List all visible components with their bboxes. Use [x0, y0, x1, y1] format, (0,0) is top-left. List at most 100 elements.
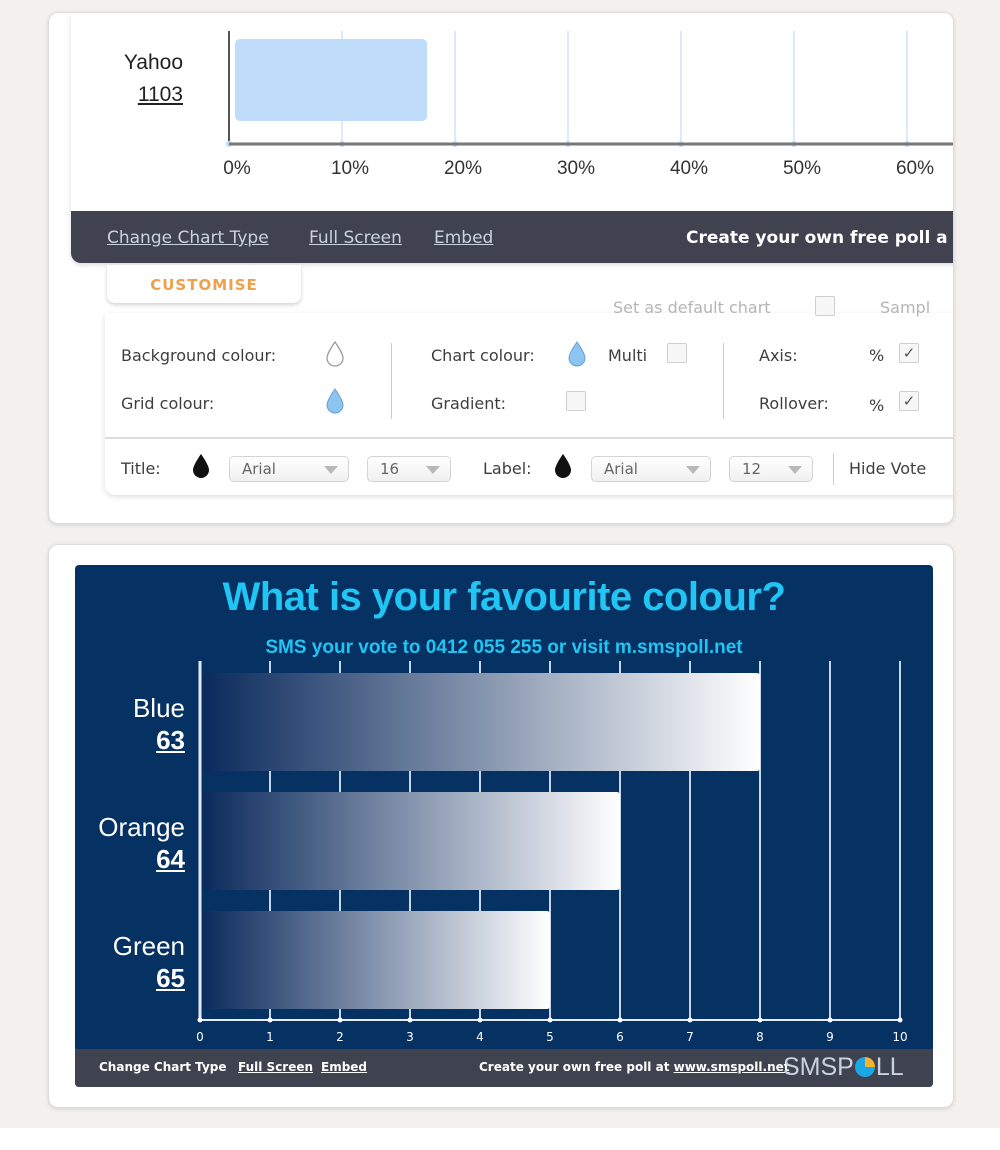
poll-chart-footer: Change Chart Type Full Screen Embed Crea… [75, 1049, 933, 1087]
change-chart-type-link[interactable]: Change Chart Type [107, 228, 269, 248]
x-tick-label: 5 [546, 1030, 554, 1044]
category-label-orange: Orange [98, 812, 185, 842]
sample-label: Sampl [880, 298, 931, 317]
label-colour-drop-icon[interactable] [553, 453, 573, 479]
title-font-select[interactable]: Arial [229, 456, 349, 482]
category-value-green[interactable]: 65 [156, 963, 185, 993]
poll-chart-card: What is your favourite colour? SMS your … [48, 544, 954, 1108]
rollover-percent-label: % [869, 396, 885, 415]
label-font-label: Label: [483, 459, 532, 478]
embed-link[interactable]: Embed [321, 1060, 368, 1074]
x-tick-label: 40% [670, 158, 708, 179]
preview-chart-panel: 0% 10% 20% 30% 40% 50% 60% Yahoo 1103 Change C… [71, 13, 953, 263]
bar-orange [203, 792, 620, 890]
grid-colour-drop-icon[interactable] [325, 388, 345, 414]
tick-marker [197, 1017, 203, 1023]
x-tick-label: 3 [406, 1030, 414, 1044]
background-colour-label: Background colour: [121, 346, 277, 365]
background-colour-drop-icon[interactable] [325, 341, 345, 367]
hide-votes-label: Hide Vote [849, 459, 927, 478]
x-tick-label: 4 [476, 1030, 484, 1044]
x-tick-label: 30% [557, 158, 595, 179]
category-value-orange[interactable]: 64 [156, 844, 185, 874]
x-tick-label: 8 [756, 1030, 764, 1044]
label-size-value: 12 [742, 460, 762, 478]
full-screen-link[interactable]: Full Screen [238, 1060, 314, 1074]
tick-marker [267, 1017, 273, 1023]
options-separator [723, 343, 724, 419]
x-tick-label: 9 [826, 1030, 834, 1044]
gradient-label: Gradient: [431, 394, 507, 413]
chart-editor-card: 0% 10% 20% 30% 40% 50% 60% Yahoo 1103 Change C… [48, 12, 954, 524]
category-label-green: Green [112, 931, 185, 961]
poll-chart-panel: What is your favourite colour? SMS your … [75, 565, 933, 1087]
label-font-value: Arial [604, 460, 638, 478]
grid-colour-label: Grid colour: [121, 394, 215, 413]
chart-title: What is your favourite colour? [222, 575, 786, 619]
rollover-checkbox[interactable]: ✓ [899, 391, 919, 411]
default-chart-checkbox[interactable] [815, 296, 835, 316]
axis-checkbox[interactable]: ✓ [899, 343, 919, 363]
customise-panel: Set as default chart Sampl Background co… [105, 296, 953, 495]
default-chart-label: Set as default chart [613, 298, 771, 317]
title-colour-drop-icon[interactable] [191, 453, 211, 479]
category-label-blue: Blue [132, 693, 185, 723]
x-tick-label: 1 [266, 1030, 274, 1044]
label-size-select[interactable]: 12 [729, 456, 813, 482]
chevron-down-icon [686, 466, 700, 474]
tick-marker [757, 1017, 763, 1023]
tick-marker [547, 1017, 553, 1023]
title-font-label: Title: [121, 459, 161, 478]
multi-label: Multi [608, 346, 648, 365]
label-font-select[interactable]: Arial [591, 456, 711, 482]
gradient-checkbox[interactable] [566, 391, 586, 411]
axis-label: Axis: [759, 346, 798, 365]
options-separator [391, 343, 392, 419]
logo-text-right: LL [875, 1053, 904, 1081]
preview-chart-footer: Change Chart Type Full Screen Embed Crea… [71, 211, 953, 263]
tick-marker [897, 1017, 903, 1023]
multi-checkbox[interactable] [667, 343, 687, 363]
category-value-blue[interactable]: 63 [156, 725, 185, 755]
chart-subtitle: SMS your vote to 0412 055 255 or visit m… [265, 637, 743, 658]
title-font-value: Arial [242, 460, 276, 478]
title-size-value: 16 [380, 460, 400, 478]
preview-chart: 0% 10% 20% 30% 40% 50% 60% [223, 31, 953, 179]
x-tick-label: 0 [196, 1030, 204, 1044]
smspoll-link[interactable]: www.smspoll.net [673, 1060, 790, 1074]
bar-blue [203, 673, 760, 771]
rollover-label: Rollover: [759, 394, 829, 413]
chart-colour-label: Chart colour: [431, 346, 535, 365]
full-screen-link[interactable]: Full Screen [309, 228, 402, 248]
chevron-down-icon [788, 466, 802, 474]
chart-colour-drop-icon[interactable] [567, 341, 587, 367]
change-chart-type-link[interactable]: Change Chart Type [99, 1060, 227, 1074]
tick-marker [477, 1017, 483, 1023]
tick-marker [337, 1017, 343, 1023]
preview-category-value[interactable]: 1103 [137, 83, 183, 106]
create-poll-prefix: Create your own free poll at [479, 1060, 674, 1074]
x-tick-label: 10% [331, 158, 369, 179]
tick-marker [827, 1017, 833, 1023]
axis-percent-label: % [869, 346, 885, 365]
options-separator [833, 453, 834, 485]
create-poll-text: Create your own free poll at www.smspoll… [479, 1060, 790, 1074]
x-tick-label: 10 [892, 1030, 907, 1044]
chevron-down-icon [324, 466, 338, 474]
x-tick-label: 60% [896, 158, 934, 179]
tick-marker [407, 1017, 413, 1023]
preview-bar [235, 39, 428, 121]
bar-green [203, 911, 550, 1009]
chevron-down-icon [426, 466, 440, 474]
x-tick-label: 2 [336, 1030, 344, 1044]
customise-tab[interactable]: CUSTOMISE [107, 265, 301, 303]
title-size-select[interactable]: 16 [367, 456, 451, 482]
embed-link[interactable]: Embed [434, 228, 494, 248]
tick-marker [617, 1017, 623, 1023]
poll-bar-chart: 0 1 2 3 4 5 6 7 8 9 10 [196, 661, 908, 1044]
tick-marker [687, 1017, 693, 1023]
x-tick-label: 0% [223, 158, 251, 179]
preview-category-label: Yahoo [123, 51, 183, 74]
x-tick-label: 50% [783, 158, 821, 179]
x-tick-label: 7 [686, 1030, 694, 1044]
